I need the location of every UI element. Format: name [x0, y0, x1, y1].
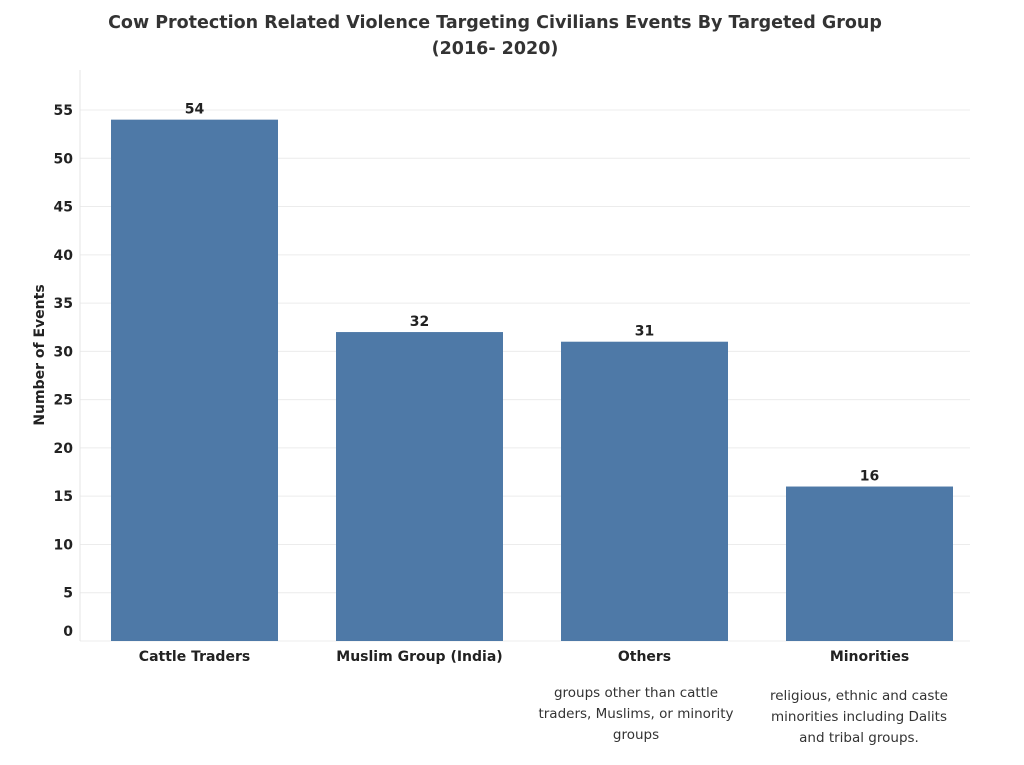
category-note-others: groups other than cattle traders, Muslim… [538, 685, 734, 743]
y-tick-label: 10 [54, 537, 74, 553]
value-labels: 54 32 31 16 [185, 102, 879, 485]
chart-title: Cow Protection Related Violence Targetin… [108, 13, 882, 33]
y-tick-label: 0 [63, 624, 73, 640]
y-tick-label: 45 [54, 200, 73, 216]
y-tick-label: 5 [63, 586, 73, 602]
bar-minorities [786, 486, 953, 641]
y-tick-label: 50 [54, 151, 74, 167]
y-tick-label: 20 [54, 441, 74, 457]
y-tick-label: 35 [54, 296, 73, 312]
y-tick-label: 55 [54, 103, 73, 119]
category-labels: Cattle Traders Muslim Group (India) Others… [139, 649, 909, 665]
value-label: 31 [635, 324, 654, 340]
category-note-minorities: religious, ethnic and caste minorities i… [769, 688, 948, 746]
bar-others [561, 341, 728, 641]
category-label: Others [618, 649, 671, 665]
y-axis-title: Number of Events [32, 284, 48, 425]
y-tick-label: 15 [54, 489, 73, 505]
value-label: 16 [860, 469, 879, 485]
y-tick-label: 40 [54, 248, 74, 264]
y-tick-label: 30 [54, 344, 74, 360]
y-tick-label: 25 [54, 393, 73, 409]
category-label: Cattle Traders [139, 649, 250, 665]
bar-cattle-traders [111, 119, 278, 642]
y-axis-ticks: 0 5 10 15 20 25 30 35 40 45 50 55 [54, 103, 74, 640]
bars [111, 119, 953, 642]
chart-subtitle: (2016- 2020) [431, 39, 559, 59]
category-label: Muslim Group (India) [336, 649, 502, 665]
category-label: Minorities [830, 649, 909, 665]
value-label: 32 [410, 314, 429, 330]
bar-muslim-group-india [336, 332, 503, 641]
value-label: 54 [185, 102, 205, 118]
chart-title-block: Cow Protection Related Violence Targetin… [0, 10, 990, 62]
